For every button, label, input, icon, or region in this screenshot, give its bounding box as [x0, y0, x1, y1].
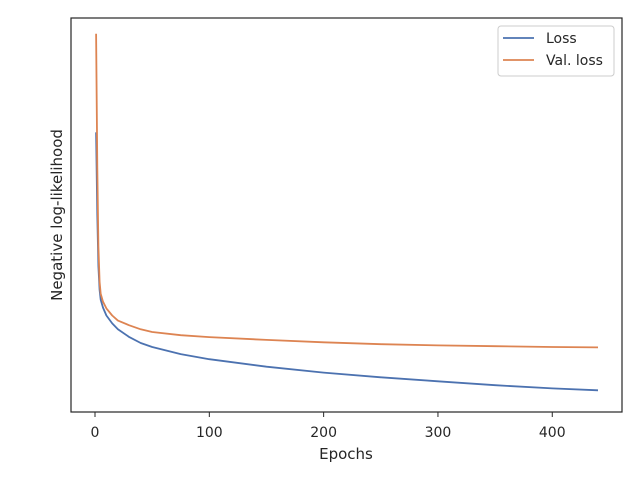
series-line-loss: [95, 132, 599, 392]
axes-frame: [70, 17, 623, 413]
x-axis-title: Epochs: [319, 445, 373, 463]
legend: Loss Val. loss: [497, 25, 615, 77]
x-tick-label: 200: [310, 425, 337, 441]
x-tick-label: 300: [425, 425, 452, 441]
series-line-val-loss: [95, 33, 599, 349]
series-lines: [95, 33, 599, 392]
x-tick-label: 0: [91, 425, 100, 441]
legend-label-loss: Loss: [546, 31, 577, 47]
x-tick-label: 400: [539, 425, 566, 441]
x-axis: 0 100 200 300 400: [91, 412, 566, 441]
legend-label-val-loss: Val. loss: [546, 53, 603, 69]
x-tick-label: 100: [196, 425, 223, 441]
y-axis-title: Negative log-likelihood: [48, 129, 66, 301]
